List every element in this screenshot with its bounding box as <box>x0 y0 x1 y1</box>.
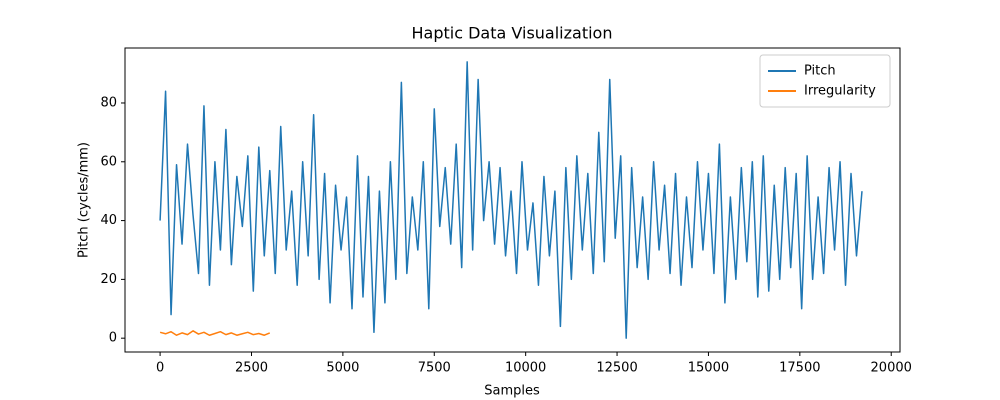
x-tick-label: 12500 <box>596 361 637 376</box>
x-tick-label: 17500 <box>779 361 820 376</box>
y-tick-label: 20 <box>100 272 117 287</box>
x-tick-label: 15000 <box>688 361 729 376</box>
y-tick-label: 80 <box>100 95 117 110</box>
x-tick-label: 2500 <box>235 361 268 376</box>
x-axis-label: Samples <box>484 384 540 399</box>
legend-label: Irregularity <box>804 84 876 99</box>
x-tick-label: 5000 <box>326 361 359 376</box>
y-tick-label: 60 <box>100 154 117 169</box>
line-series <box>159 330 271 336</box>
legend-box <box>759 54 891 108</box>
y-tick-label: 0 <box>109 331 117 346</box>
x-tick-label: 7500 <box>418 361 451 376</box>
x-tick-label: 20000 <box>871 361 912 376</box>
chart-title: Haptic Data Visualization <box>412 24 613 43</box>
x-tick-label: 0 <box>156 361 164 376</box>
line-series <box>159 61 863 339</box>
y-tick-label: 40 <box>100 213 117 228</box>
legend-label: Pitch <box>804 64 836 79</box>
x-tick-label: 10000 <box>505 361 546 376</box>
y-axis-label: Pitch (cycles/mm) <box>77 142 92 258</box>
axes-frame <box>124 47 901 353</box>
